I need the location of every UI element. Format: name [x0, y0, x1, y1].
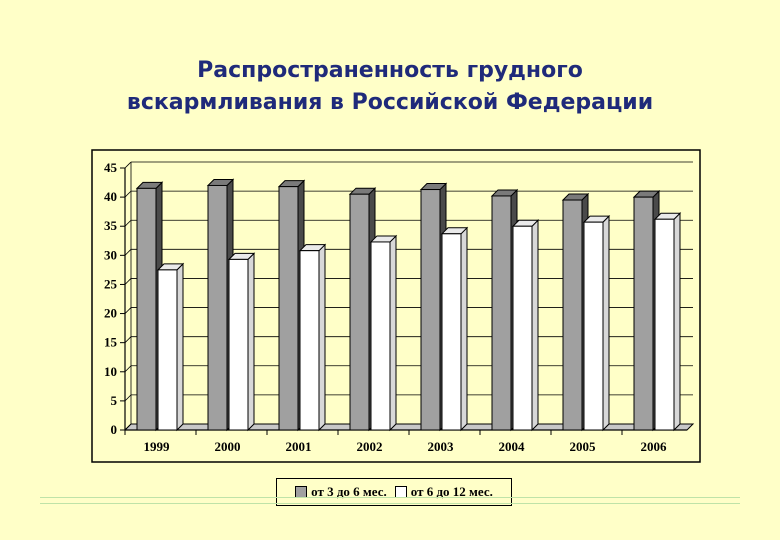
legend-item-series-2: от 6 до 12 мес.: [394, 484, 493, 500]
legend-item-series-1: от 3 до 6 мес.: [295, 484, 387, 500]
grid-line-depth: [124, 190, 132, 198]
chart-legend: от 3 до 6 мес. от 6 до 12 мес.: [276, 478, 512, 506]
grid-line-depth: [124, 394, 132, 402]
grid-line-depth: [124, 219, 132, 227]
bar-от 3 до 6 мес.-2002: [349, 193, 370, 431]
grid-line-depth: [124, 307, 132, 314]
x-tick-label: 2005: [570, 439, 597, 454]
y-tick-label: 45: [104, 160, 118, 175]
y-tick-label: 5: [111, 393, 118, 408]
bar-от 3 до 6 мес.-2001: [278, 186, 299, 431]
x-tick-label: 2006: [641, 439, 668, 454]
y-tick-label: 30: [104, 247, 117, 262]
bar-side-от 6 до 12 мес.-2004: [531, 219, 539, 432]
y-tick-label: 15: [104, 335, 118, 350]
bar-от 3 до 6 мес.-2005: [562, 199, 583, 431]
bar-от 3 до 6 мес.-2004: [491, 195, 512, 431]
y-tick-label: 35: [104, 218, 118, 233]
title-line-1: Распространенность грудного: [197, 58, 583, 83]
x-tick-label: 2004: [499, 439, 526, 454]
x-tick-label: 2003: [428, 439, 455, 454]
bar-side-от 6 до 12 мес.-2000: [247, 252, 255, 432]
bar-от 6 до 12 мес.-2004: [512, 225, 533, 431]
bar-side-от 6 до 12 мес.-2005: [602, 214, 610, 432]
bar-от 3 до 6 мес.-1999: [136, 187, 157, 431]
bar-от 6 до 12 мес.-2003: [441, 233, 462, 431]
grid-line-depth: [124, 336, 132, 343]
x-tick-label: 2002: [357, 439, 383, 454]
bar-от 3 до 6 мес.-2000: [207, 184, 228, 431]
bar-side-от 6 до 12 мес.-2006: [673, 212, 681, 432]
bar-side-от 6 до 12 мес.-2003: [460, 226, 468, 432]
bar-от 6 до 12 мес.-2005: [583, 221, 604, 431]
grid-line-depth: [124, 365, 132, 373]
bar-от 6 до 12 мес.-2000: [228, 258, 249, 431]
grid-line-depth: [124, 423, 132, 431]
y-tick-label: 25: [104, 276, 118, 291]
x-tick-label: 2001: [286, 439, 312, 454]
grid-line-depth: [124, 161, 132, 169]
bar-от 6 до 12 мес.-1999: [157, 269, 178, 431]
bar-от 6 до 12 мес.-2001: [299, 250, 320, 431]
x-tick-label: 2000: [215, 439, 241, 454]
bar-side-от 6 до 12 мес.-1999: [176, 262, 184, 432]
x-tick-label: 1999: [144, 439, 171, 454]
bar-side-от 6 до 12 мес.-2001: [318, 243, 326, 432]
legend-label-series-1: от 3 до 6 мес.: [311, 484, 387, 499]
footer-divider: [40, 503, 740, 504]
y-tick-label: 20: [104, 306, 117, 321]
bar-от 3 до 6 мес.-2003: [420, 189, 441, 431]
y-tick-label: 0: [111, 422, 118, 437]
page-title: Распространенность грудного вскармливани…: [0, 55, 780, 119]
title-line-2: вскармливания в Российской Федерации: [126, 90, 654, 115]
grid-line-depth: [124, 278, 132, 285]
bar-side-от 6 до 12 мес.-2002: [389, 234, 397, 432]
legend-label-series-2: от 6 до 12 мес.: [410, 484, 493, 499]
y-tick-label: 10: [104, 364, 117, 379]
bar-от 6 до 12 мес.-2006: [654, 218, 675, 431]
bar-от 6 до 12 мес.-2002: [370, 241, 391, 431]
footer-divider: [40, 497, 740, 498]
y-tick-label: 40: [104, 189, 117, 204]
bar-от 3 до 6 мес.-2006: [633, 196, 654, 431]
grid-line-depth: [124, 249, 132, 256]
